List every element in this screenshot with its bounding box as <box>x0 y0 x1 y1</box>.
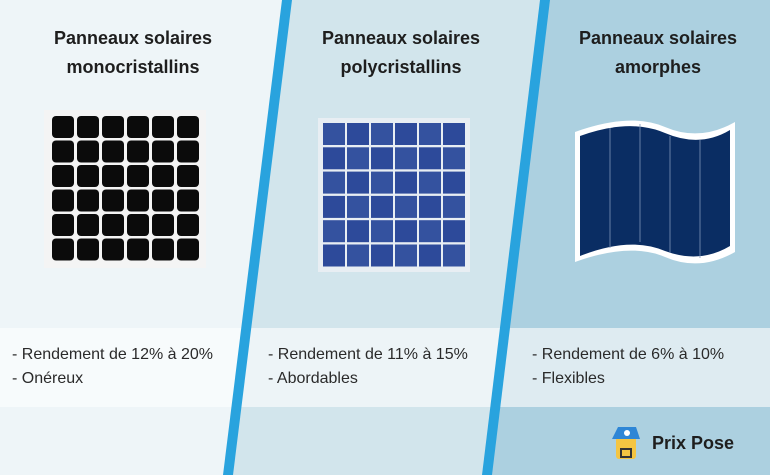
poly-cell <box>323 195 345 218</box>
poly-cell <box>395 123 417 145</box>
features-amorphe: - Rendement de 6% à 10% - Flexibles <box>532 346 725 387</box>
poly-cell <box>371 147 393 170</box>
amorphous-panel-image <box>575 120 735 264</box>
mono-cell <box>127 116 149 138</box>
mono-cell <box>177 238 199 261</box>
poly-cell <box>443 171 465 194</box>
mono-cell <box>102 189 124 212</box>
mono-cell <box>52 140 74 163</box>
poly-cell <box>419 244 441 267</box>
mono-cell <box>152 140 174 163</box>
mono-cell <box>77 140 99 163</box>
poly-cell <box>347 220 369 243</box>
mono-cell <box>127 140 149 163</box>
monocrystalline-panel-image <box>44 110 206 268</box>
mono-cell <box>52 214 74 236</box>
mono-cell <box>52 165 74 187</box>
mono-cell <box>102 116 124 138</box>
mono-cell <box>127 189 149 212</box>
mono-cell <box>152 116 174 138</box>
mono-cell <box>52 116 74 138</box>
poly-cell <box>323 244 345 267</box>
poly-cell <box>419 220 441 243</box>
divider-2 <box>482 0 550 475</box>
poly-cell <box>395 195 417 218</box>
poly-cell <box>323 220 345 243</box>
mascot-icon <box>612 427 640 459</box>
mono-cell <box>77 165 99 187</box>
poly-cell <box>419 171 441 194</box>
mono-cell <box>152 238 174 261</box>
mono-cell <box>52 238 74 261</box>
mono-cell <box>127 238 149 261</box>
poly-cell <box>443 244 465 267</box>
mono-cell <box>102 238 124 261</box>
mono-cell <box>177 140 199 163</box>
poly-cell <box>443 195 465 218</box>
poly-cell <box>443 147 465 170</box>
poly-cell <box>419 147 441 170</box>
polycrystalline-panel-image <box>318 118 470 272</box>
divider-1 <box>223 0 292 475</box>
mono-cell <box>102 165 124 187</box>
poly-cell <box>347 147 369 170</box>
mono-cell <box>77 189 99 212</box>
mono-cell <box>177 165 199 187</box>
poly-cell <box>323 123 345 145</box>
poly-cell <box>371 195 393 218</box>
features-poly: - Rendement de 11% à 15% - Abordables <box>268 346 468 387</box>
column-title-mono: Panneaux solaires monocristallins <box>53 28 213 77</box>
poly-cell <box>371 244 393 267</box>
poly-cell <box>323 147 345 170</box>
mono-cell <box>152 214 174 236</box>
poly-cell <box>395 171 417 194</box>
mono-cell <box>177 116 199 138</box>
mono-cell <box>152 165 174 187</box>
mono-cell <box>77 214 99 236</box>
poly-cell <box>443 123 465 145</box>
mono-cell <box>102 140 124 163</box>
poly-cell <box>323 171 345 194</box>
poly-cell <box>419 123 441 145</box>
poly-cell <box>347 171 369 194</box>
mono-cell <box>127 214 149 236</box>
brand-name: Prix Pose <box>652 432 735 453</box>
poly-cell <box>395 244 417 267</box>
brand-logo: Prix Pose <box>610 425 734 461</box>
poly-cell <box>371 123 393 145</box>
poly-cell <box>443 220 465 243</box>
poly-cell <box>371 171 393 194</box>
poly-cell <box>419 195 441 218</box>
mono-cell <box>177 214 199 236</box>
poly-cell <box>395 220 417 243</box>
poly-cell <box>395 147 417 170</box>
mono-cell <box>77 116 99 138</box>
column-title-poly: Panneaux solaires polycristallins <box>321 28 481 77</box>
poly-cell <box>347 244 369 267</box>
column-title-amorphe: Panneaux solaires amorphes <box>578 28 738 77</box>
poly-cell <box>347 123 369 145</box>
mono-cell <box>152 189 174 212</box>
features-mono: - Rendement de 12% à 20% - Onéreux <box>12 346 214 387</box>
mono-cell <box>52 189 74 212</box>
poly-cell <box>371 220 393 243</box>
poly-cell <box>347 195 369 218</box>
mono-cell <box>127 165 149 187</box>
mono-cell <box>77 238 99 261</box>
mono-cell <box>177 189 199 212</box>
mono-cell <box>102 214 124 236</box>
